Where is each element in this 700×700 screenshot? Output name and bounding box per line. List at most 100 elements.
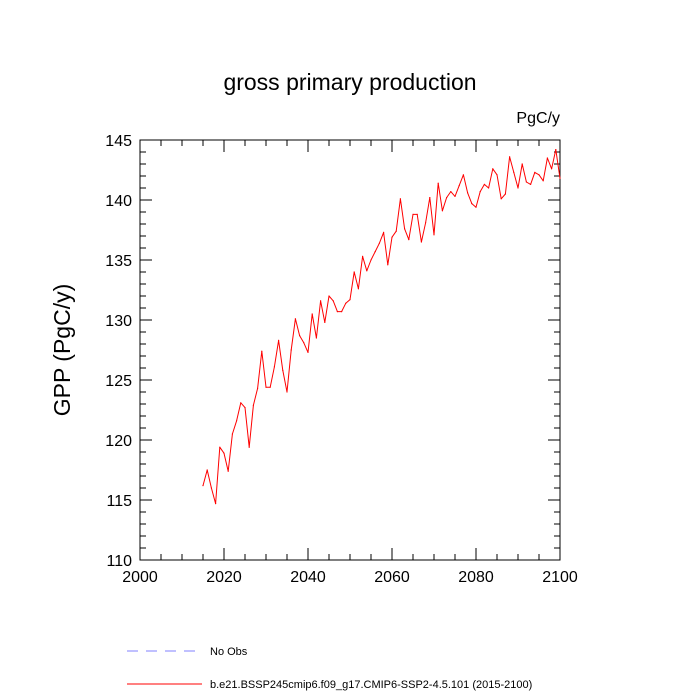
data-point	[450, 191, 452, 193]
data-point	[521, 163, 523, 165]
data-point	[492, 168, 494, 170]
data-point	[395, 230, 397, 232]
data-point	[496, 174, 498, 176]
data-point	[328, 295, 330, 297]
data-point	[446, 197, 448, 199]
chart-title: gross primary production	[223, 69, 476, 95]
data-point	[223, 452, 225, 454]
data-point	[509, 156, 511, 158]
x-tick-label: 2020	[206, 569, 242, 586]
data-point	[420, 241, 422, 243]
y-tick-label: 110	[106, 553, 132, 570]
axis-ticks: 2000 2020 2040 2060 2080 2100 110 115 120 125 130 1…	[105, 133, 578, 586]
data-point	[391, 236, 393, 238]
units-label: PgC/y	[516, 110, 560, 127]
legend: No Obs b.e21.BSSP245cmip6.f09_g17.CMIP6-…	[127, 646, 532, 691]
data-point	[294, 318, 296, 320]
data-point	[252, 404, 254, 406]
x-tick-label: 2100	[542, 569, 578, 586]
data-point	[362, 255, 364, 257]
data-point	[332, 300, 334, 302]
y-tick-label: 140	[105, 193, 132, 210]
data-point	[504, 193, 506, 195]
data-point	[546, 157, 549, 159]
data-point	[231, 433, 233, 435]
data-point	[202, 485, 204, 487]
data-point	[475, 206, 477, 208]
data-point	[278, 339, 280, 341]
data-point	[433, 234, 435, 236]
data-point	[210, 487, 212, 489]
data-point	[534, 171, 536, 173]
data-point	[530, 183, 532, 185]
data-point	[311, 313, 313, 315]
y-tick-label: 125	[105, 373, 132, 390]
data-point	[551, 168, 553, 170]
data-point	[349, 299, 351, 301]
data-point	[324, 321, 326, 323]
data-point	[257, 387, 259, 389]
data-point	[248, 446, 250, 448]
legend-label-model: b.e21.BSSP245cmip6.f09_g17.CMIP6-SSP2-4.…	[210, 679, 532, 691]
data-point	[525, 181, 528, 183]
legend-label-no-obs: No Obs	[210, 646, 248, 658]
data-point	[488, 187, 490, 189]
data-point	[353, 271, 355, 273]
data-point	[559, 177, 561, 179]
data-point	[315, 337, 317, 339]
data-point	[378, 242, 380, 244]
data-point	[513, 171, 515, 173]
data-point	[273, 366, 275, 368]
data-point	[345, 302, 347, 304]
data-point	[408, 239, 410, 241]
series-line	[202, 149, 561, 505]
data-point	[206, 469, 208, 471]
data-point	[383, 231, 385, 233]
data-point	[244, 407, 246, 409]
data-point	[236, 420, 238, 422]
data-point	[227, 470, 229, 472]
y-tick-label: 115	[106, 493, 132, 510]
data-point	[429, 197, 431, 199]
y-tick-label: 120	[105, 433, 132, 450]
x-tick-label: 2000	[122, 569, 158, 586]
data-point	[412, 213, 414, 215]
x-tick-label: 2080	[458, 569, 494, 586]
data-series	[202, 149, 561, 505]
data-point	[286, 391, 288, 393]
data-point	[336, 311, 338, 313]
data-point	[479, 191, 481, 193]
data-point	[370, 259, 372, 261]
data-point	[538, 174, 540, 176]
data-point	[517, 187, 519, 189]
data-point	[265, 386, 267, 388]
data-point	[374, 251, 376, 253]
data-point	[555, 149, 557, 151]
data-point	[299, 335, 301, 337]
plot-frame	[139, 139, 561, 561]
data-point	[542, 180, 544, 182]
data-point	[462, 174, 464, 176]
data-point	[320, 300, 322, 302]
y-tick-label: 145	[105, 133, 132, 150]
data-point	[341, 311, 343, 313]
data-point	[366, 270, 368, 272]
data-point	[387, 264, 389, 266]
y-axis-label: GPP (PgC/y)	[49, 284, 75, 417]
y-tick-label: 130	[105, 313, 132, 330]
data-point	[307, 351, 309, 353]
data-point	[240, 402, 242, 404]
data-point	[467, 192, 469, 194]
data-point	[483, 183, 485, 185]
data-point	[425, 222, 427, 224]
data-point	[458, 185, 460, 187]
data-point	[437, 182, 439, 184]
data-point	[500, 198, 502, 200]
data-point	[303, 342, 305, 344]
data-point	[215, 503, 217, 505]
data-point	[416, 213, 418, 215]
y-tick-label: 135	[105, 253, 132, 270]
data-point	[282, 369, 284, 371]
data-point	[219, 446, 221, 448]
